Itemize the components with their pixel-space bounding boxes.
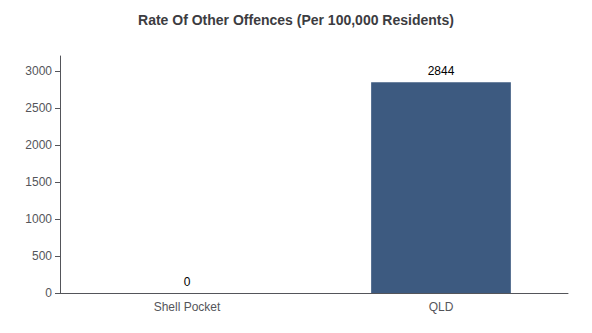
svg-text:0: 0	[184, 275, 191, 289]
svg-text:0: 0	[45, 286, 52, 300]
svg-text:1000: 1000	[25, 212, 52, 226]
svg-text:1500: 1500	[25, 175, 52, 189]
svg-text:500: 500	[32, 249, 52, 263]
svg-text:QLD: QLD	[429, 300, 454, 314]
svg-text:2500: 2500	[25, 101, 52, 115]
svg-text:2000: 2000	[25, 138, 52, 152]
svg-text:2844: 2844	[428, 64, 455, 78]
svg-text:Rate Of Other Offences (Per 10: Rate Of Other Offences (Per 100,000 Resi…	[138, 12, 454, 28]
svg-text:3000: 3000	[25, 64, 52, 78]
svg-text:Shell Pocket: Shell Pocket	[154, 300, 221, 314]
